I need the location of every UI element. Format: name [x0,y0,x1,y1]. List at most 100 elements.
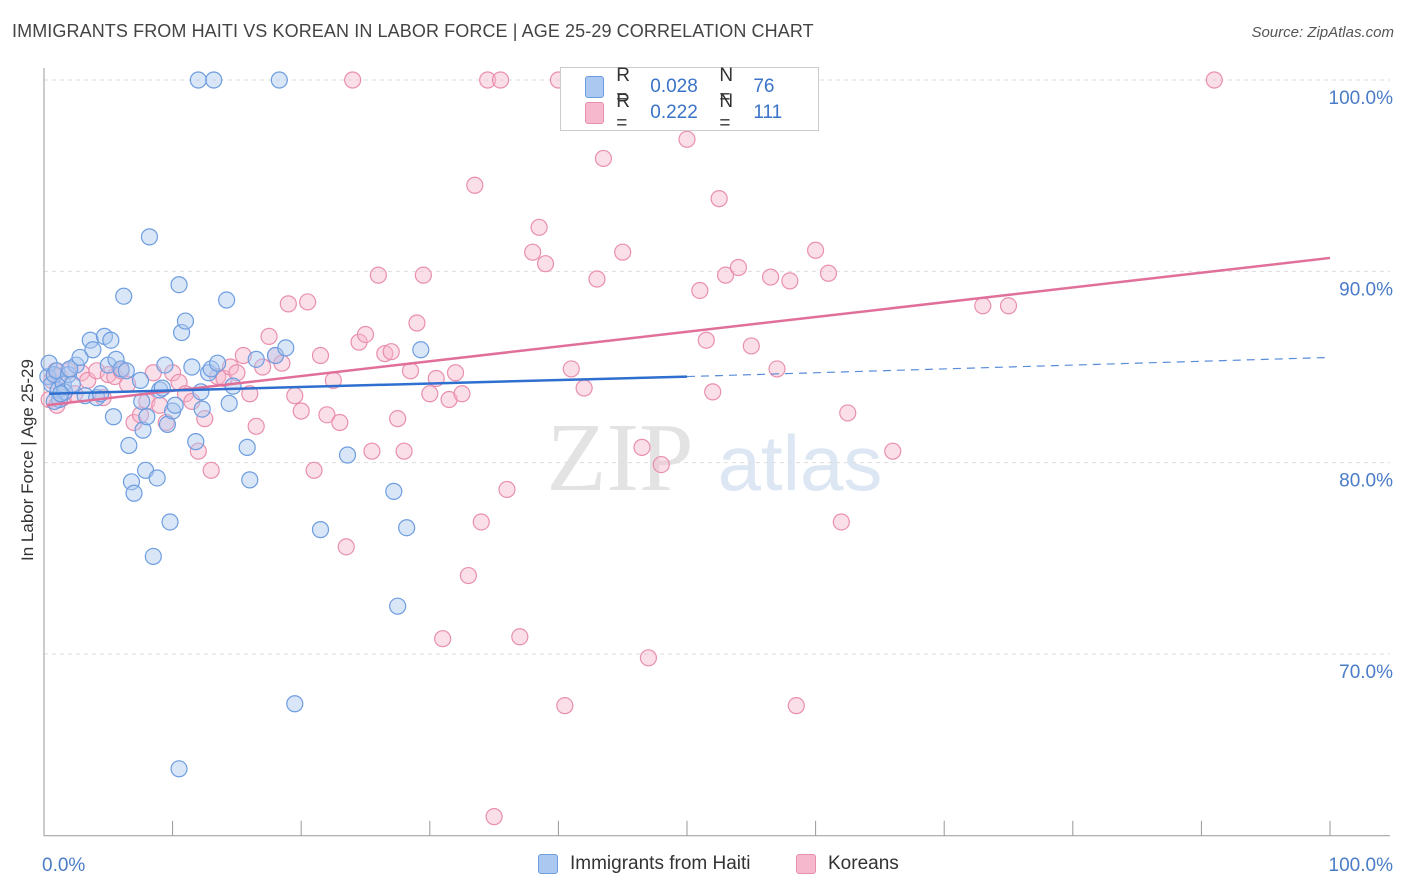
haiti-legend-label: Immigrants from Haiti [570,853,751,874]
korean-point [382,343,400,361]
n-value: 76 [753,76,775,97]
haiti-point [170,760,188,778]
korean-legend-swatch [796,854,816,874]
haiti-trend-line [49,375,688,396]
korean-point [299,293,317,311]
korean-point [556,697,574,715]
korean-point [768,360,786,378]
haiti-point [205,71,223,89]
korean-point [536,255,555,273]
haiti-point [202,360,220,378]
stats-legend-row-haiti: R = 0.028 N = 76 [585,65,822,108]
haiti-point [61,360,79,378]
n-value: 111 [753,102,783,123]
haiti-point [138,408,156,426]
korean-point [710,190,728,208]
korean-trend-line [46,256,1331,407]
haiti-point [71,348,89,367]
korean-point [363,442,381,460]
korean-point [652,455,670,474]
haiti-point [156,356,174,374]
haiti-point [107,350,125,368]
korean-point [498,480,516,499]
korean-point [305,461,323,479]
haiti-swatch [585,76,605,98]
watermark: ZIP atlas [547,404,883,512]
korean-point [408,314,426,332]
korean-point [974,297,992,315]
legend-item-koreans[interactable]: Koreans [796,852,899,876]
korean-point [344,71,362,89]
korean-point [530,218,548,236]
haiti-point [338,446,357,464]
korean-point [279,295,297,313]
haiti-point [120,436,138,455]
haiti-point [166,396,184,414]
x-tick-label: 100.0% [1329,855,1394,876]
haiti-point [144,547,162,566]
haiti-point [218,291,236,309]
haiti-point [183,358,201,376]
n-label: N = [719,65,734,108]
korean-point [260,327,278,345]
haiti-point [385,482,403,500]
korean-point [331,413,349,432]
korean-point [884,442,902,460]
haiti-point [115,287,133,305]
haiti-point [104,408,123,426]
korean-point [221,358,240,376]
korean-point [781,272,799,290]
haiti-points [39,71,430,778]
axis-layer [43,68,1390,837]
r-label: R = [616,65,630,108]
haiti-point [241,471,259,489]
korean-point [453,385,471,403]
korean-point [421,385,439,403]
haiti-point [102,331,120,349]
korean-point [678,130,696,148]
haiti-trend-extension [686,356,1331,378]
haiti-point [398,519,416,537]
watermark-zip: ZIP [547,404,694,512]
y-tick-label: 90.0% [1339,279,1393,300]
haiti-point [176,312,195,330]
r-value: 0.222 [650,102,698,123]
haiti-point [270,71,288,89]
korean-point [806,241,825,259]
korean-point [562,360,580,378]
haiti-point [389,597,407,615]
legend-item-haiti[interactable]: Immigrants from Haiti [538,852,751,876]
trend-layer [46,256,1331,407]
haiti-point [117,362,135,380]
korean-point [389,410,407,428]
korean-point [414,266,432,284]
korean-point [356,325,375,344]
haiti-point [193,400,211,418]
korean-point [729,258,748,277]
korean-point [704,383,722,401]
korean-point [292,402,310,420]
korean-point [286,387,304,405]
korean-legend-label: Koreans [828,853,899,874]
y-tick-label: 100.0% [1329,88,1394,109]
haiti-point [125,484,143,502]
korean-point [369,266,387,284]
haiti-point [247,350,265,368]
korean-point [446,364,465,382]
y-tick-label: 80.0% [1339,471,1393,492]
haiti-point [131,371,150,389]
korean-point [376,345,394,363]
korean-point [337,538,355,556]
korean-point [511,628,529,646]
y-tick-label: 70.0% [1339,662,1393,683]
korean-point [614,243,632,261]
korean-point [697,331,715,349]
haiti-point [311,521,330,539]
korean-point [999,297,1018,315]
korean-point [716,266,735,284]
haiti-point [161,513,179,531]
korean-point [832,513,850,531]
korean-point [691,281,709,300]
haiti-point [220,394,238,412]
